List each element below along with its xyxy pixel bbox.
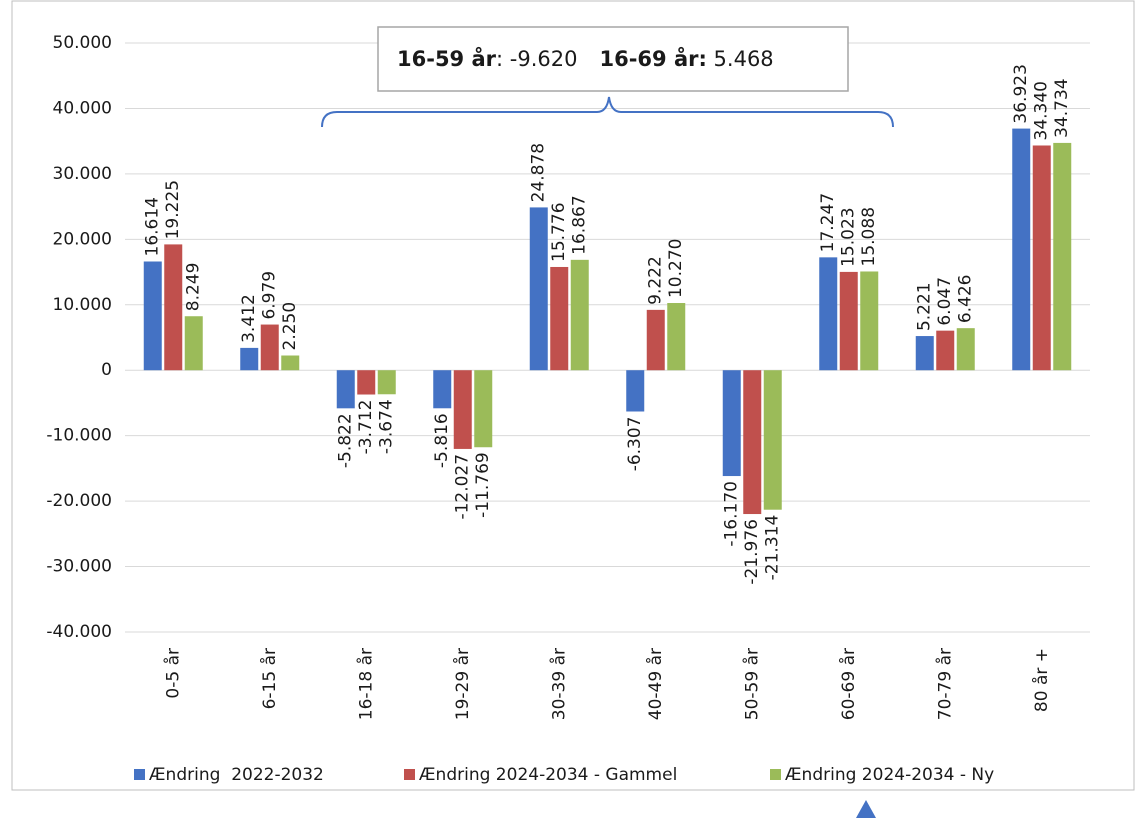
y-tick-label: 40.000 <box>53 98 112 118</box>
bar <box>474 370 493 448</box>
x-tick-label: 50-59 år <box>741 648 762 720</box>
bar <box>377 370 396 395</box>
data-label: 10.270 <box>666 239 686 298</box>
x-tick-label: 6-15 år <box>259 648 280 709</box>
bar <box>570 259 589 371</box>
y-tick-label: -30.000 <box>46 557 112 577</box>
y-tick-label: -10.000 <box>46 426 112 446</box>
data-label: 6.979 <box>260 271 280 320</box>
bar <box>722 370 741 477</box>
data-label: -5.816 <box>432 413 452 468</box>
y-tick-label: 0 <box>101 360 112 380</box>
data-label: 15.776 <box>549 202 569 261</box>
brace <box>321 96 894 128</box>
data-label: 34.340 <box>1032 81 1052 140</box>
legend-swatch <box>134 769 145 780</box>
bar <box>1032 145 1051 371</box>
annotation-value: : -9.620 <box>496 47 577 71</box>
y-tick-label: 10.000 <box>53 295 112 315</box>
data-label: -21.314 <box>763 515 783 581</box>
x-tick-label: 60-69 år <box>838 648 859 720</box>
bar <box>260 324 279 371</box>
data-label: 15.088 <box>859 207 879 266</box>
bar <box>743 370 762 515</box>
data-label: 2.250 <box>280 302 300 351</box>
data-label: 16.614 <box>143 197 163 256</box>
annotation-value: 5.468 <box>707 47 774 71</box>
x-tick-label: 30-39 år <box>548 648 569 720</box>
bar <box>1053 142 1072 371</box>
data-label: 19.225 <box>163 180 183 239</box>
data-label: 6.047 <box>935 277 955 326</box>
bar <box>433 370 452 409</box>
data-label: 34.734 <box>1052 78 1072 137</box>
x-tick-label: 80 år + <box>1031 648 1052 712</box>
y-tick-label: -40.000 <box>46 622 112 642</box>
y-tick-label: -20.000 <box>46 491 112 511</box>
annotation-label: 16-59 år <box>397 46 497 71</box>
y-tick-label: 30.000 <box>53 164 112 184</box>
data-label: 16.867 <box>570 195 590 254</box>
bar <box>667 303 686 371</box>
bar <box>164 244 183 371</box>
data-label: 6.426 <box>956 274 976 323</box>
bar <box>819 257 838 371</box>
bar <box>936 330 955 371</box>
legend-label: Ændring 2022-2032 <box>149 765 324 785</box>
bar <box>336 370 355 409</box>
data-label: -21.976 <box>742 519 762 585</box>
x-tick-label: 19-29 år <box>452 648 473 720</box>
bar <box>453 370 472 449</box>
x-tick-label: 70-79 år <box>934 648 955 720</box>
data-label: -11.769 <box>473 452 493 518</box>
data-label: 17.247 <box>818 193 838 252</box>
legend-label: Ændring 2024-2034 - Gammel <box>419 765 677 785</box>
x-tick-label: 40-49 år <box>645 648 666 720</box>
pointer-triangle <box>856 800 876 818</box>
legend-swatch <box>404 769 415 780</box>
bar <box>839 271 858 371</box>
annotation-box <box>377 26 849 92</box>
bar <box>646 309 665 371</box>
annotation-label: 16-69 år: <box>599 46 706 71</box>
bar <box>357 370 376 395</box>
data-label: -12.027 <box>453 454 473 520</box>
data-label: 15.023 <box>839 207 859 266</box>
bar <box>184 316 203 371</box>
bar <box>143 261 162 371</box>
bar <box>529 207 548 371</box>
legend-swatch <box>770 769 781 780</box>
data-label: 3.412 <box>239 294 259 343</box>
data-label: 24.878 <box>529 143 549 202</box>
data-label: 9.222 <box>646 256 666 305</box>
bar <box>550 266 569 371</box>
bar <box>763 370 782 510</box>
bar <box>281 355 300 371</box>
data-label: -3.674 <box>377 399 397 454</box>
x-tick-label: 0-5 år <box>162 648 183 699</box>
data-label: -3.712 <box>356 400 376 455</box>
bar <box>956 328 975 371</box>
data-label: 36.923 <box>1011 64 1031 123</box>
x-tick-label: 16-18 år <box>355 648 376 720</box>
legend-label: Ændring 2024-2034 - Ny <box>785 765 994 785</box>
marks <box>143 128 1072 515</box>
bar <box>860 271 879 371</box>
data-label: 8.249 <box>184 263 204 312</box>
data-label: -6.307 <box>625 416 645 471</box>
bar <box>240 347 259 371</box>
bar <box>915 336 934 371</box>
chart-frame <box>11 0 1135 791</box>
y-tick-label: 20.000 <box>53 229 112 249</box>
data-label: -5.822 <box>336 413 356 468</box>
y-tick-label: 50.000 <box>53 33 112 53</box>
bar <box>626 370 645 412</box>
bar <box>1012 128 1031 371</box>
data-label: 5.221 <box>915 282 935 331</box>
data-label: -16.170 <box>722 481 742 547</box>
annotation: 16-59 år: -9.620 16-69 år: 5.468 <box>397 46 774 71</box>
